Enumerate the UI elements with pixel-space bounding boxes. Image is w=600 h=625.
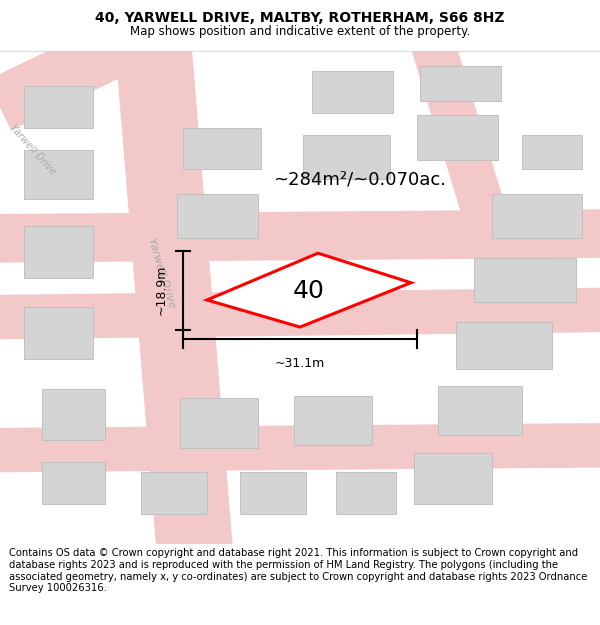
Polygon shape <box>24 226 93 278</box>
Polygon shape <box>207 253 411 327</box>
Polygon shape <box>438 386 522 436</box>
Text: 40, YARWELL DRIVE, MALTBY, ROTHERHAM, S66 8HZ: 40, YARWELL DRIVE, MALTBY, ROTHERHAM, S6… <box>95 11 505 25</box>
Polygon shape <box>24 150 93 199</box>
Polygon shape <box>24 86 93 127</box>
Polygon shape <box>420 66 501 101</box>
Polygon shape <box>522 135 582 169</box>
Text: Contains OS data © Crown copyright and database right 2021. This information is : Contains OS data © Crown copyright and d… <box>9 548 587 593</box>
Polygon shape <box>24 308 93 359</box>
Polygon shape <box>492 194 582 238</box>
Polygon shape <box>336 472 396 514</box>
Polygon shape <box>177 194 258 238</box>
Polygon shape <box>141 472 207 514</box>
Polygon shape <box>42 462 105 504</box>
Polygon shape <box>294 396 372 445</box>
Polygon shape <box>414 452 492 504</box>
Polygon shape <box>42 389 105 441</box>
Text: ~18.9m: ~18.9m <box>155 265 168 315</box>
Polygon shape <box>303 135 390 179</box>
Text: Yarwell Drive: Yarwell Drive <box>146 237 178 309</box>
Polygon shape <box>183 127 261 169</box>
Polygon shape <box>456 322 552 369</box>
Text: Map shows position and indicative extent of the property.: Map shows position and indicative extent… <box>130 26 470 39</box>
Polygon shape <box>312 71 393 112</box>
Polygon shape <box>180 399 258 448</box>
Text: ~284m²/~0.070ac.: ~284m²/~0.070ac. <box>274 170 446 188</box>
Text: ~31.1m: ~31.1m <box>275 357 325 369</box>
Polygon shape <box>417 115 498 159</box>
Text: Yarwell Drive: Yarwell Drive <box>8 122 58 177</box>
Text: 40: 40 <box>293 279 325 302</box>
Polygon shape <box>474 258 576 302</box>
Polygon shape <box>240 472 306 514</box>
